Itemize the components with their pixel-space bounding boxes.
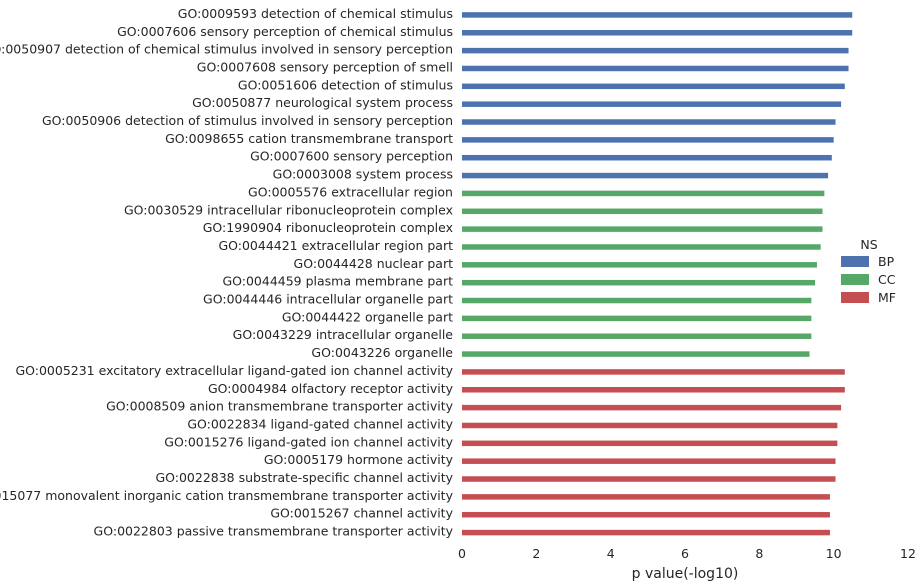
x-tick-label: 0 bbox=[458, 546, 466, 561]
category-label: GO:0005231 excitatory extracellular liga… bbox=[15, 363, 453, 378]
legend-label-cc: CC bbox=[878, 272, 896, 287]
category-label: GO:1990904 ribonucleoprotein complex bbox=[203, 220, 453, 235]
category-label: GO:0007608 sensory perception of smell bbox=[197, 59, 453, 74]
bar-cc bbox=[462, 315, 812, 322]
bar-bp bbox=[462, 12, 853, 18]
bar-cc bbox=[462, 297, 812, 304]
bar-bp bbox=[462, 154, 832, 161]
legend-title: NS bbox=[860, 237, 877, 252]
bar-mf bbox=[462, 494, 830, 500]
bar-bp bbox=[462, 65, 849, 72]
bar-cc bbox=[462, 244, 821, 250]
bar-bp bbox=[462, 47, 849, 54]
x-tick-label: 12 bbox=[900, 546, 916, 561]
x-axis-title: p value(-log10) bbox=[632, 566, 739, 582]
category-labels-group: GO:0009593 detection of chemical stimulu… bbox=[0, 6, 454, 539]
category-label: GO:0008509 anion transmembrane transport… bbox=[106, 399, 453, 414]
bar-cc bbox=[462, 262, 817, 268]
x-tick-label: 6 bbox=[681, 546, 689, 561]
bar-bp bbox=[462, 137, 834, 143]
category-label: GO:0044422 organelle part bbox=[282, 309, 453, 324]
category-label: GO:0044459 plasma membrane part bbox=[222, 274, 453, 289]
bar-cc bbox=[462, 226, 823, 232]
category-label: GO:0043229 intracellular organelle bbox=[233, 327, 454, 342]
category-label: GO:0051606 detection of stimulus bbox=[238, 77, 453, 92]
category-label: GO:0098655 cation transmembrane transpor… bbox=[165, 131, 453, 146]
bar-mf bbox=[462, 404, 842, 411]
category-label: GO:0022838 substrate-specific channel ac… bbox=[155, 470, 453, 485]
bar-mf bbox=[462, 511, 830, 518]
category-label: GO:0007600 sensory perception bbox=[250, 149, 453, 164]
legend-label-bp: BP bbox=[878, 254, 895, 269]
category-label: GO:0004984 olfactory receptor activity bbox=[208, 381, 454, 396]
bars-group bbox=[462, 12, 853, 536]
bar-bp bbox=[462, 119, 836, 125]
category-label: GO:0044421 extracellular region part bbox=[218, 238, 453, 253]
category-label: GO:0050906 detection of stimulus involve… bbox=[42, 113, 453, 128]
legend-swatch-bp bbox=[841, 256, 869, 267]
category-label: GO:0015267 channel activity bbox=[270, 506, 453, 521]
bar-mf bbox=[462, 458, 836, 464]
category-label: GO:0050907 detection of chemical stimulu… bbox=[0, 42, 453, 57]
category-label: GO:0022803 passive transmembrane transpo… bbox=[94, 524, 454, 539]
category-label: GO:0043226 organelle bbox=[311, 345, 453, 360]
category-label: GO:0044446 intracellular organelle part bbox=[203, 292, 453, 307]
category-label: GO:0005179 hormone activity bbox=[264, 452, 454, 467]
legend-label-mf: MF bbox=[878, 290, 896, 305]
category-label: GO:0009593 detection of chemical stimulu… bbox=[178, 6, 453, 21]
bar-mf bbox=[462, 529, 830, 536]
category-label: GO:0003008 system process bbox=[273, 167, 453, 182]
bar-mf bbox=[462, 476, 836, 482]
bar-cc bbox=[462, 279, 816, 286]
bar-bp bbox=[462, 30, 853, 36]
legend-swatch-cc bbox=[841, 274, 869, 285]
bar-cc bbox=[462, 190, 825, 197]
category-label: GO:0030529 intracellular ribonucleoprote… bbox=[124, 202, 453, 217]
category-label: GO:0007606 sensory perception of chemica… bbox=[117, 24, 453, 39]
bar-mf bbox=[462, 422, 838, 429]
category-label: GO:0022834 ligand-gated channel activity bbox=[187, 416, 453, 431]
bar-bp bbox=[462, 83, 845, 90]
x-tick-label: 10 bbox=[826, 546, 842, 561]
category-label: GO:0015077 monovalent inorganic cation t… bbox=[0, 488, 454, 503]
x-tick-label: 4 bbox=[607, 546, 615, 561]
bar-cc bbox=[462, 333, 812, 339]
category-label: GO:0044428 nuclear part bbox=[294, 256, 454, 271]
category-label: GO:0005576 extracellular region bbox=[248, 184, 453, 199]
category-label: GO:0015276 ligand-gated ion channel acti… bbox=[164, 434, 453, 449]
x-tick-label: 2 bbox=[532, 546, 540, 561]
legend-swatch-mf bbox=[841, 292, 869, 303]
bar-mf bbox=[462, 440, 838, 447]
bar-mf bbox=[462, 369, 845, 375]
bar-mf bbox=[462, 387, 845, 393]
x-tick-label: 8 bbox=[755, 546, 763, 561]
legend: NS BP CC MF bbox=[841, 237, 896, 305]
bar-cc bbox=[462, 208, 823, 215]
bar-cc bbox=[462, 351, 810, 357]
bar-bp bbox=[462, 172, 829, 179]
bar-bp bbox=[462, 101, 842, 107]
category-label: GO:0050877 neurological system process bbox=[192, 95, 453, 110]
x-tick-labels-group: 0 2 4 6 8 10 12 bbox=[458, 546, 916, 561]
